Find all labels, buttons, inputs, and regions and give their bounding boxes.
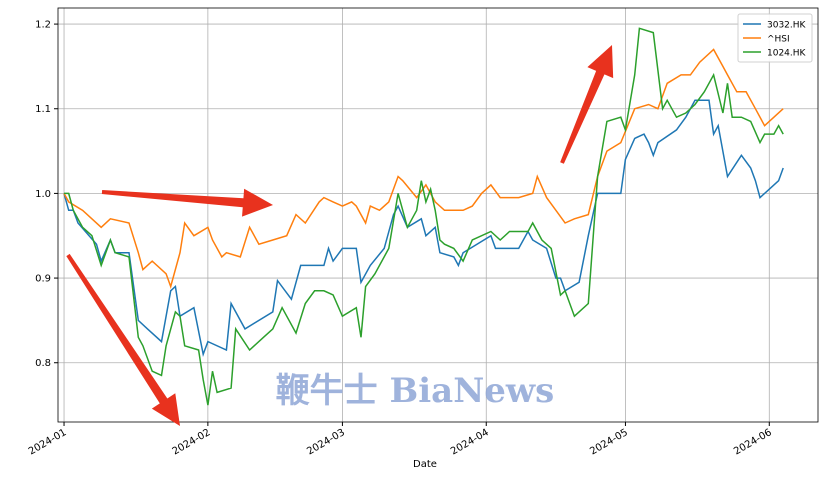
- x-tick-label: 2024-05: [588, 427, 630, 457]
- watermark: 鞭牛士 BiaNews: [276, 371, 555, 411]
- legend-label: ^HSI: [767, 35, 790, 45]
- legend-label: 3032.HK: [767, 21, 807, 31]
- x-tick-label: 2024-04: [449, 427, 491, 457]
- x-tick-label: 2024-06: [732, 427, 774, 457]
- plot-frame: [57, 7, 819, 423]
- series-line: [63, 99, 784, 358]
- y-tick-label: 1.2: [35, 20, 51, 31]
- y-tick-label: 1.0: [35, 189, 51, 200]
- x-axis-label: Date: [413, 459, 437, 470]
- legend-label: 1024.HK: [767, 49, 807, 59]
- series-line: [63, 48, 784, 289]
- arrow: [66, 253, 180, 426]
- legend-box: [737, 13, 813, 63]
- arrow: [101, 188, 273, 217]
- arrow: [560, 45, 614, 164]
- x-tick-label: 2024-01: [27, 427, 69, 457]
- x-tick-label: 2024-03: [305, 427, 347, 457]
- series-line: [64, 27, 784, 406]
- y-tick-label: 1.1: [35, 104, 51, 115]
- y-tick-label: 0.9: [35, 274, 51, 285]
- y-tick-label: 0.8: [35, 358, 51, 369]
- x-tick-label: 2024-02: [171, 427, 213, 457]
